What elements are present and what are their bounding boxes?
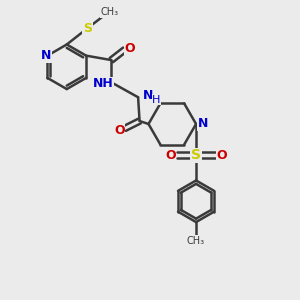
- Text: N: N: [197, 118, 208, 130]
- Text: S: S: [191, 148, 201, 162]
- Text: O: O: [217, 149, 227, 162]
- Text: NH: NH: [93, 77, 113, 90]
- Text: O: O: [125, 42, 135, 55]
- Text: S: S: [83, 22, 92, 34]
- Text: CH₃: CH₃: [101, 7, 119, 17]
- Text: CH₃: CH₃: [187, 236, 205, 246]
- Text: N: N: [142, 89, 153, 102]
- Text: O: O: [114, 124, 125, 137]
- Text: N: N: [41, 49, 51, 62]
- Text: O: O: [165, 149, 175, 162]
- Text: H: H: [152, 94, 161, 105]
